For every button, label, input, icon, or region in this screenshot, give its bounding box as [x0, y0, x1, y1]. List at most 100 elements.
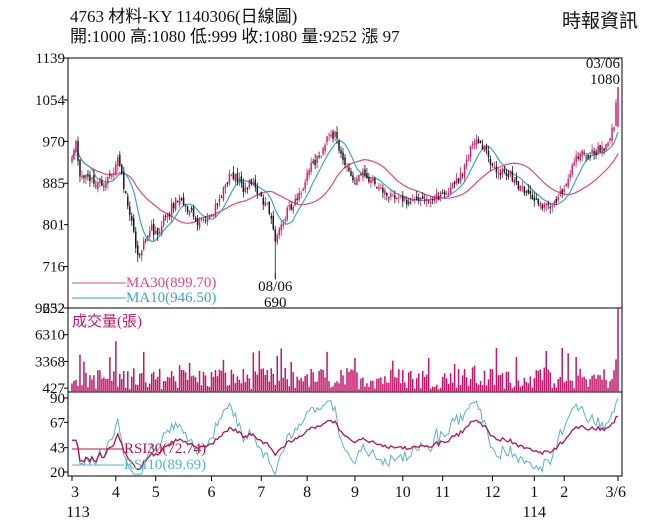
- volume-bar: [479, 381, 482, 392]
- volume-bar: [559, 376, 561, 392]
- candle-body: [597, 146, 599, 154]
- volume-bar: [404, 382, 406, 392]
- candle-body: [256, 186, 259, 194]
- candle-body: [390, 193, 392, 197]
- panel-frame-0: [67, 57, 623, 309]
- volume-bar: [376, 378, 378, 392]
- volume-bar: [493, 385, 496, 392]
- volume-bar: [408, 372, 410, 392]
- candle-body: [172, 202, 175, 209]
- volume-bar: [135, 384, 137, 392]
- candle-body: [119, 154, 121, 166]
- candle-body: [294, 198, 296, 206]
- volume-bar: [535, 370, 538, 392]
- volume-bar: [421, 370, 424, 392]
- volume-bar: [467, 386, 470, 392]
- volume-bar: [178, 365, 181, 392]
- volume-bar: [617, 308, 619, 392]
- volume-bar: [509, 382, 512, 392]
- candle-body: [505, 172, 508, 176]
- volume-bar: [344, 384, 346, 392]
- candle-body: [583, 152, 585, 154]
- candle-body: [511, 171, 514, 182]
- volume-bar: [501, 373, 504, 392]
- volume-bar: [374, 388, 376, 392]
- candle-body: [617, 87, 619, 127]
- candle-body: [467, 157, 470, 159]
- candle-body: [445, 194, 448, 195]
- candle-body: [184, 203, 187, 208]
- volume-bar: [457, 369, 460, 392]
- candle-body: [404, 197, 406, 200]
- candle-body: [206, 218, 209, 223]
- volume-bar: [101, 378, 103, 392]
- candle-body: [338, 140, 340, 151]
- volume-bar: [276, 355, 279, 392]
- candle-body: [133, 218, 135, 232]
- volume-bar: [366, 383, 368, 392]
- volume-bar: [388, 382, 390, 392]
- candle-body: [515, 176, 518, 182]
- volume-bar: [433, 386, 436, 392]
- rsi30-line: [71, 415, 619, 471]
- candle-body: [77, 140, 79, 161]
- candle-body: [573, 162, 575, 166]
- volume-bar: [210, 372, 213, 392]
- candle-body: [316, 155, 318, 164]
- volume-bar: [549, 372, 552, 392]
- volume-bar: [437, 389, 440, 392]
- candle-body: [214, 203, 217, 218]
- volume-bar: [465, 377, 468, 392]
- volume-bar: [497, 375, 500, 392]
- volume-bar: [477, 384, 480, 392]
- volume-bar: [268, 381, 271, 392]
- candle-body: [176, 200, 179, 203]
- volume-bar: [158, 368, 161, 392]
- candle-body: [286, 207, 288, 220]
- volume-bar: [463, 368, 466, 392]
- candle-body: [541, 204, 544, 209]
- candle-body: [417, 197, 420, 201]
- rsi-y-tick-label: 43: [50, 441, 65, 457]
- x-tick-label: 1: [530, 484, 538, 501]
- volume-bar: [475, 382, 478, 392]
- candle-body: [364, 168, 366, 176]
- candle-body: [220, 196, 223, 198]
- volume-bar: [613, 370, 615, 392]
- volume-bar: [565, 381, 567, 392]
- volume-bar: [398, 369, 400, 392]
- volume-bar: [166, 376, 169, 392]
- volume-bar: [154, 379, 157, 392]
- volume-bar: [79, 354, 81, 392]
- candle-body: [240, 176, 243, 184]
- candle-body: [234, 174, 237, 182]
- volume-bar: [256, 374, 259, 392]
- candle-body: [73, 150, 75, 160]
- volume-bar: [481, 385, 484, 392]
- volume-bar: [346, 368, 348, 392]
- volume-bar: [384, 376, 386, 392]
- candle-body: [398, 196, 400, 198]
- candle-body: [222, 187, 225, 200]
- candle-body: [537, 198, 540, 205]
- volume-bar: [411, 379, 414, 392]
- candle-body: [342, 152, 344, 160]
- volume-bar: [519, 386, 522, 392]
- volume-bar: [156, 376, 159, 392]
- volume-bar: [204, 375, 207, 392]
- candle-body: [346, 166, 348, 168]
- volume-bar: [194, 377, 197, 392]
- candle-body: [91, 177, 93, 179]
- volume-bar: [601, 379, 603, 392]
- candle-body: [362, 170, 364, 178]
- candle-body: [105, 182, 107, 188]
- candle-body: [95, 185, 97, 187]
- volume-bar: [196, 382, 199, 392]
- volume-bar: [176, 387, 179, 392]
- volume-bar: [254, 371, 257, 392]
- candle-body: [394, 195, 396, 199]
- volume-bar: [107, 378, 109, 392]
- volume-bar: [521, 385, 524, 392]
- candle-body: [535, 198, 538, 200]
- candle-body: [423, 199, 426, 201]
